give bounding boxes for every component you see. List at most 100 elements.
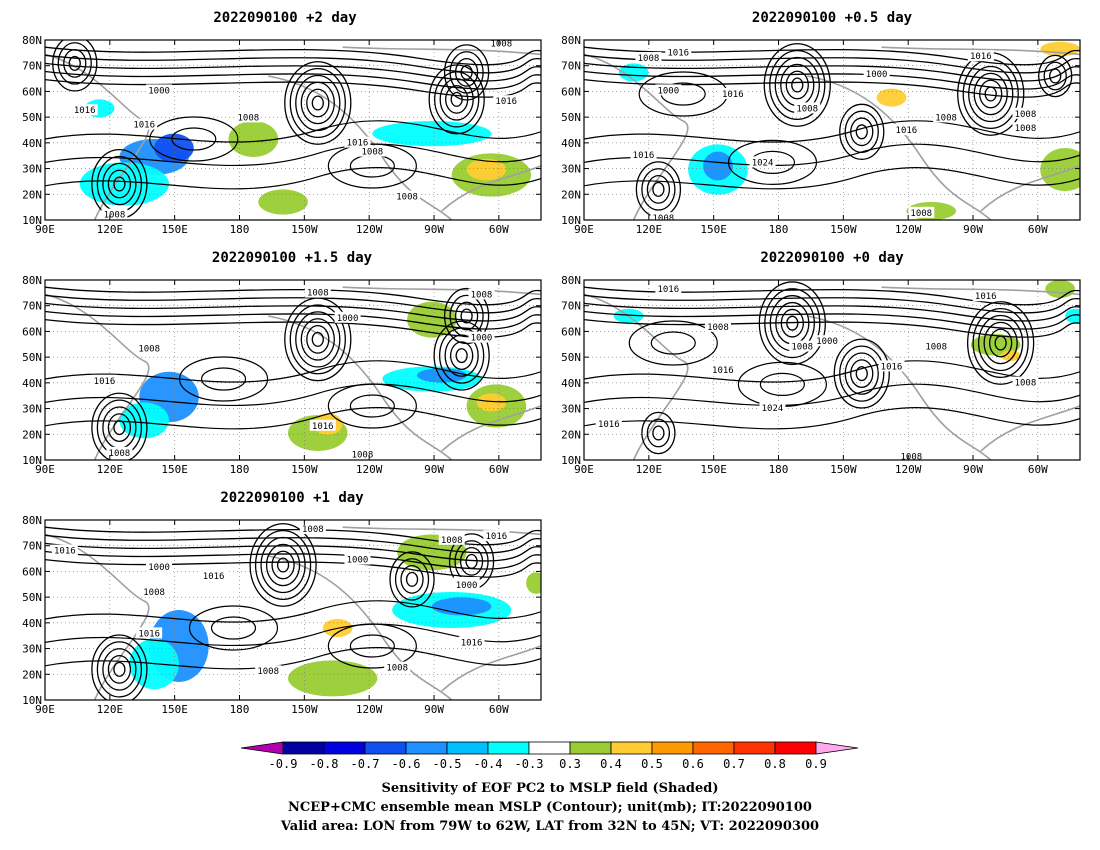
contour-label: 1000 — [148, 563, 170, 573]
contour-label: 1016 — [138, 629, 160, 639]
lon-tick-label: 120W — [356, 703, 383, 716]
lon-tick-label: 150E — [700, 223, 727, 236]
contour-label: 1016 — [896, 126, 918, 136]
contour-label-bg — [923, 340, 950, 352]
map-area: 1008 1008 1000 1000 1008 1016 1016 1008 1008 — [45, 280, 541, 460]
low-pressure-contour — [758, 281, 826, 366]
isobar — [584, 167, 1080, 190]
low-pressure-contour — [454, 301, 479, 331]
colorbar-tick-label: 0.9 — [805, 757, 827, 771]
lat-tick-label: 60N — [22, 325, 42, 338]
lon-tick-label: 180 — [769, 463, 789, 476]
coastline — [881, 286, 1080, 296]
low-pressure-contour — [113, 661, 126, 677]
low-pressure-contour — [791, 77, 804, 93]
coastline — [980, 405, 1080, 452]
low-pressure-contour — [249, 523, 317, 607]
lon-tick-label: 120W — [356, 463, 383, 476]
low-pressure-contour — [833, 338, 890, 409]
contour-label-bg — [972, 290, 999, 302]
contour-label-bg — [719, 88, 746, 99]
low-pressure-contour — [443, 44, 490, 101]
colorbar-box — [528, 741, 571, 755]
low-pressure-contour — [284, 297, 352, 382]
colorbar-box — [569, 741, 612, 755]
panel-frame — [583, 39, 1081, 221]
lon-tick-label: 150W — [291, 703, 318, 716]
contour-label-bg — [878, 360, 905, 372]
high-pressure-contour — [727, 139, 818, 185]
contour-label: 1008 — [257, 667, 279, 677]
lat-tick-label: 30N — [22, 403, 42, 416]
shading-blob — [228, 121, 279, 157]
contour-label-bg — [893, 124, 920, 135]
contour-label: 1016 — [975, 292, 997, 302]
low-pressure-contour — [57, 42, 92, 85]
contour-label-bg — [655, 283, 682, 294]
coastline — [342, 286, 541, 296]
colorbar-tick-label: -0.3 — [515, 757, 544, 771]
low-pressure-contour — [844, 110, 879, 154]
contour-label: 1008 — [796, 104, 818, 114]
lat-tick-label: 40N — [22, 617, 42, 630]
colorbar-arrow-high — [815, 741, 859, 755]
low-pressure-contour — [785, 70, 809, 100]
contour-label: 1000 — [866, 70, 888, 80]
lat-tick-label: 80N — [22, 514, 42, 527]
lon-tick-label: 150W — [830, 223, 857, 236]
lon-tick-label: 120E — [636, 463, 663, 476]
contour-label-bg — [106, 446, 133, 458]
lat-tick-label: 30N — [561, 403, 581, 416]
contour-label-bg — [309, 419, 336, 431]
contour-label: 1008 — [1015, 124, 1037, 134]
isobar — [45, 310, 541, 330]
low-pressure-contour — [389, 551, 435, 608]
low-pressure-contour — [1049, 68, 1062, 84]
contour-label: 1008 — [143, 588, 165, 598]
lat-tick-label: 70N — [561, 300, 581, 313]
panel-title: 2022090100 +0.5 day — [752, 10, 913, 26]
isobar — [584, 286, 1080, 306]
contour-label-bg — [141, 586, 168, 597]
lon-tick-label: 120E — [97, 463, 124, 476]
low-pressure-contour — [91, 634, 148, 700]
isobar — [45, 62, 541, 82]
low-pressure-contour — [449, 341, 474, 371]
isobar — [45, 318, 541, 338]
footer-line-2: NCEP+CMC ensemble mean MSLP (Contour); u… — [288, 800, 812, 815]
shading-blob — [466, 158, 507, 181]
high-pressure-contour — [638, 71, 728, 117]
contour-label: 1016 — [74, 106, 96, 116]
isobar — [45, 302, 541, 322]
low-pressure-contour — [107, 413, 132, 443]
low-pressure-contour — [68, 55, 81, 71]
map-panel: 2022090100 +2 day10081000100810161016100… — [22, 10, 542, 236]
contour-label-bg — [1012, 122, 1039, 134]
contour-label-bg — [898, 450, 925, 460]
high-pressure-contour — [327, 623, 417, 669]
shading-blob — [119, 402, 169, 439]
lat-tick-label: 20N — [22, 668, 42, 681]
contour-label-bg — [595, 418, 622, 429]
contour-label-bg — [908, 206, 935, 218]
contour-label: 1016 — [347, 139, 369, 149]
high-pressure-contour — [178, 356, 269, 402]
lon-tick-label: 150E — [161, 703, 188, 716]
panel-frame — [44, 519, 542, 701]
contour-label: 1008 — [910, 209, 932, 219]
low-pressure-contour — [641, 411, 676, 455]
isobar — [584, 302, 1080, 322]
lat-tick-label: 10N — [561, 214, 581, 227]
lat-tick-label: 60N — [561, 85, 581, 98]
contour-label-bg — [814, 335, 841, 347]
lon-tick-label: 150E — [161, 223, 188, 236]
contour-label: 1000 — [148, 86, 170, 96]
low-pressure-contour — [635, 161, 682, 218]
low-pressure-contour — [962, 58, 1019, 130]
low-pressure-contour — [994, 335, 1007, 351]
contour-label: 1008 — [307, 289, 329, 299]
contour-label-bg — [235, 111, 262, 123]
lat-tick-label: 30N — [561, 163, 581, 176]
